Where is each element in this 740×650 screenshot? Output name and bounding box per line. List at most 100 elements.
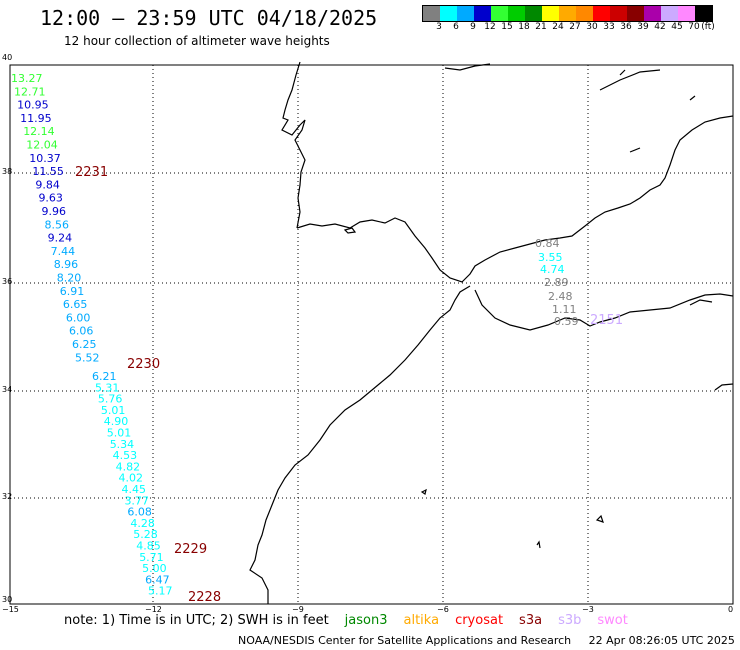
colorbar-tick-label: 70: [688, 22, 700, 32]
wave-obs-2231: 12.04: [26, 139, 58, 152]
wave-height-observations: 13.2712.7110.9511.9512.1412.0410.3711.55…: [11, 72, 579, 598]
pass-label-2229: 2229: [174, 542, 207, 557]
colorbar-tick-label: 36: [620, 22, 632, 32]
legend-altika: altika: [403, 613, 440, 628]
colorbar-tick-label: 39: [637, 22, 649, 32]
lat-label-30: 30: [2, 595, 12, 604]
wave-obs-2151: 0.59: [554, 315, 579, 328]
wave-obs-2230: 5.01: [101, 404, 126, 417]
wave-obs-2231: 6.65: [63, 298, 88, 311]
legend-jason3: jason3: [344, 613, 388, 628]
wave-obs-2230: 4.02: [119, 472, 144, 485]
colorbar-swatch: [423, 6, 440, 21]
wave-obs-2230: 5.31: [95, 381, 120, 394]
pass-label-2231: 2231: [75, 165, 108, 180]
wave-obs-2230: 4.85: [136, 540, 161, 553]
colorbar-tick-label: 27: [569, 22, 581, 32]
lat-label-36: 36: [2, 277, 12, 286]
lon-label-minus15: −15: [2, 605, 19, 614]
wave-obs-2231: 9.63: [38, 192, 63, 205]
colorbar-tick-label: 30: [586, 22, 598, 32]
colorbar-swatch: [644, 6, 661, 21]
lon-label-0: 0: [728, 605, 733, 614]
wave-obs-2151: 0.84: [535, 237, 560, 250]
colorbar-tick-label: 15: [501, 22, 513, 32]
wave-obs-2231: 8.20: [57, 272, 82, 285]
colorbar-swatch: [542, 6, 559, 21]
colorbar-swatch: [525, 6, 542, 21]
wave-obs-2230: 3.77: [124, 494, 149, 507]
wave-obs-2231: 9.96: [42, 205, 67, 218]
wave-obs-2231: 7.44: [51, 245, 76, 258]
wave-obs-2230: 5.76: [98, 393, 123, 406]
lon-label-minus9: −9: [292, 605, 304, 614]
colorbar-swatch: [440, 6, 457, 21]
colorbar-swatch: [559, 6, 576, 21]
footer: NOAA/NESDIS Center for Satellite Applica…: [238, 634, 735, 647]
wave-obs-2231: 9.84: [35, 178, 60, 191]
wave-obs-2230: 5.34: [110, 438, 135, 451]
wave-obs-2231: 12.14: [23, 125, 55, 138]
wave-obs-2231: 12.71: [14, 85, 46, 98]
legend-swot: swot: [597, 613, 628, 628]
lon-label-minus12: −12: [145, 605, 162, 614]
note-text: note: 1) Time is in UTC; 2) SWH is in fe…: [64, 613, 329, 628]
wave-obs-2151: 2.48: [548, 290, 573, 303]
colorbar-swatch: [593, 6, 610, 21]
latitude-labels: 40 38 36 34 32 30: [2, 53, 12, 604]
colorbar-tick-label: 21: [535, 22, 547, 32]
colorbar-swatch: [576, 6, 593, 21]
wave-obs-2231: 6.06: [69, 325, 94, 338]
wave-obs-2230: 5.00: [142, 562, 167, 575]
wave-obs-2151: 4.74: [540, 263, 565, 276]
footer-timestamp: 22 Apr 08:26:05 UTC 2025: [588, 634, 735, 647]
legend-cryosat: cryosat: [455, 613, 504, 628]
colorbar-swatch: [695, 6, 712, 21]
lon-label-minus6: −6: [437, 605, 449, 614]
wave-obs-2230: 6.47: [145, 573, 170, 586]
colorbar-swatch: [508, 6, 525, 21]
colorbar-tick-label: 18: [518, 22, 530, 32]
colorbar-tick-label: 9: [470, 22, 476, 32]
colorbar-tick-label: (ft): [701, 22, 715, 32]
wave-obs-2230: 4.90: [104, 415, 129, 428]
lat-label-34: 34: [2, 385, 12, 394]
pass-label-2230: 2230: [127, 357, 160, 372]
wave-obs-2151: 3.55: [538, 251, 563, 264]
pass-id-labels: 2231 2230 2229 2228 2151: [75, 165, 623, 605]
graticule: [10, 65, 733, 604]
pass-label-2151: 2151: [590, 313, 623, 328]
colorbar-tick-label: 12: [484, 22, 496, 32]
wave-obs-2231: 10.37: [29, 152, 61, 165]
colorbar-tick-label: 24: [552, 22, 564, 32]
longitude-labels: −15 −12 −9 −6 −3 0: [2, 605, 733, 614]
wave-obs-2231: 13.27: [11, 72, 43, 85]
wave-obs-2231: 6.00: [66, 311, 91, 324]
wave-obs-2231: 5.52: [75, 351, 100, 364]
colorbar-swatch: [678, 6, 695, 21]
wave-obs-2230: 5.01: [107, 427, 132, 440]
wave-obs-2231: 8.56: [45, 218, 70, 231]
wave-obs-2231: 6.91: [60, 285, 85, 298]
wave-obs-2231: 11.55: [32, 165, 64, 178]
wave-obs-2230: 4.28: [130, 517, 155, 530]
wave-obs-2230: 4.45: [122, 483, 147, 496]
colorbar-swatch: [474, 6, 491, 21]
wave-obs-2231: 6.25: [72, 338, 97, 351]
wave-obs-2231: 11.95: [20, 112, 52, 125]
colorbar-tick-label: 42: [654, 22, 666, 32]
satellite-legend: jason3 altika cryosat s3a s3b swot: [329, 613, 628, 628]
colorbar-swatch: [661, 6, 678, 21]
colorbar-tick-label: 3: [436, 22, 442, 32]
wave-obs-2151: 1.11: [552, 303, 577, 316]
lat-label-40: 40: [2, 53, 12, 62]
footer-credit: NOAA/NESDIS Center for Satellite Applica…: [238, 634, 572, 647]
wave-height-colorbar: [422, 5, 713, 22]
wave-obs-2230: 5.71: [139, 551, 164, 564]
map-subtitle: 12 hour collection of altimeter wave hei…: [64, 34, 330, 48]
lon-label-minus3: −3: [582, 605, 594, 614]
wave-obs-2230: 6.08: [127, 506, 151, 519]
colorbar-swatch: [457, 6, 474, 21]
wave-obs-2230: 4.53: [113, 449, 137, 462]
